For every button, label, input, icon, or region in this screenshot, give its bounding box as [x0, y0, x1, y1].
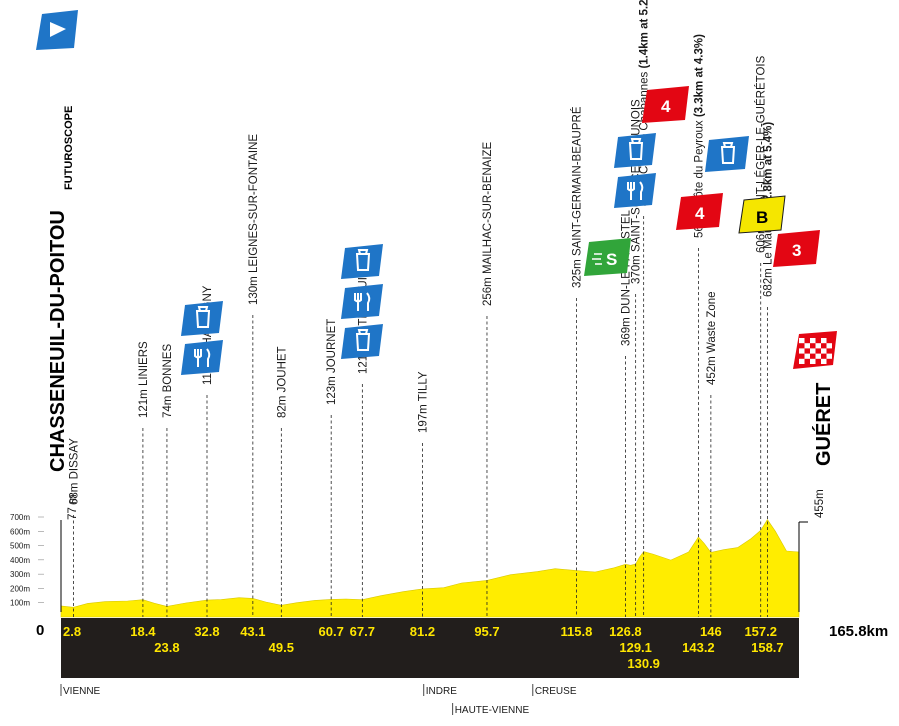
- altitude-tick-label: 600m: [10, 527, 30, 536]
- altitude-tick-label: 100m: [10, 599, 30, 608]
- climb-category: 3: [792, 241, 801, 260]
- fork-knife-icon: [341, 284, 383, 319]
- department-label: CREUSE: [535, 686, 577, 697]
- checker-square: [799, 358, 805, 364]
- department-label: INDRE: [426, 686, 457, 697]
- checker-square: [826, 353, 832, 359]
- point-label: 325m SAINT-GERMAIN-BEAUPRÉ: [570, 106, 583, 288]
- finish-altitude: 455m: [814, 489, 826, 518]
- km-marker: 146: [700, 624, 722, 639]
- checker-square: [799, 338, 805, 344]
- category-3-climb-maupuy: 3: [773, 230, 820, 267]
- point-label: 68m DISSAY: [68, 438, 80, 505]
- km-marker: 126.8: [609, 624, 642, 639]
- checker-square: [821, 358, 827, 364]
- km-marker: 2.8: [63, 624, 81, 639]
- checker-square: [810, 358, 816, 364]
- category-4-climb-chabannes: 4: [642, 86, 689, 123]
- start-town-suffix: FUTUROSCOPE: [63, 106, 75, 190]
- water-bottle-icon: [341, 244, 383, 279]
- checker-square: [815, 343, 821, 349]
- point-label: 130m LEIGNES-SUR-FONTAINE: [248, 134, 260, 305]
- km-marker: 130.9: [627, 656, 660, 671]
- km-marker: 157.2: [744, 624, 777, 639]
- checkered-flag-icon: [793, 331, 837, 369]
- km-marker: 129.1: [619, 640, 652, 655]
- checker-square: [826, 343, 832, 349]
- checker-square: [810, 338, 816, 344]
- fork-knife-icon: [614, 173, 656, 208]
- km-marker: 18.4: [130, 624, 156, 639]
- feed-zone-saint-sulpice: [614, 133, 656, 208]
- km-marker: 32.8: [194, 624, 219, 639]
- climb-category: 4: [695, 204, 705, 223]
- checker-square: [804, 343, 810, 349]
- altitude-axis: 700m 600m 500m 400m 300m 200m 100m: [10, 513, 44, 608]
- sprint-letter: S: [606, 250, 617, 269]
- point-label: 256m MAILHAC-SUR-BENAIZE: [482, 141, 494, 306]
- start-town-name: CHASSENEUIL-DU-POITOU: [47, 210, 69, 472]
- km-marker: 43.1: [240, 624, 265, 639]
- elevation-profile: [60, 519, 800, 618]
- point-label: 123m JOURNET: [326, 319, 338, 405]
- finish-block: 455m GUÉRET: [793, 331, 837, 612]
- altitude-tick-label: 300m: [10, 570, 30, 579]
- km-marker: 81.2: [410, 624, 435, 639]
- department-label: VIENNE: [63, 686, 101, 697]
- bonus-letter: B: [756, 208, 768, 227]
- altitude-tick-label: 700m: [10, 513, 30, 522]
- departments: VIENNE INDRE HAUTE-VIENNE CREUSE: [60, 684, 577, 716]
- km-marker: 143.2: [682, 640, 715, 655]
- department-label: HAUTE-VIENNE: [455, 705, 530, 716]
- finish-town-name: GUÉRET: [812, 383, 835, 466]
- checker-square: [810, 348, 816, 354]
- water-bottle-icon: [181, 301, 223, 336]
- bonus-point-icon: B: [738, 195, 786, 234]
- water-bottle-icon: [614, 133, 656, 168]
- checker-square: [821, 338, 827, 344]
- km-marker: 67.7: [350, 624, 375, 639]
- km-marker: 158.7: [751, 640, 784, 655]
- km-marker: 23.8: [154, 640, 179, 655]
- start-block: 77 m CHASSENEUIL-DU-POITOU FUTUROSCOPE: [36, 10, 79, 612]
- distance-band: [61, 618, 799, 678]
- altitude-tick-label: 400m: [10, 556, 30, 565]
- total-distance: 165.8km: [829, 623, 888, 640]
- altitude-tick-label: 500m: [10, 542, 30, 551]
- km-marker: 60.7: [319, 624, 344, 639]
- point-label: 452m Waste Zone: [706, 291, 718, 385]
- climb-category: 4: [661, 97, 671, 116]
- start-km: 0: [36, 622, 44, 639]
- water-bottle-icon: [341, 324, 383, 359]
- km-markers: 2.8 18.423.8 32.8 43.1 49.5 60.7 67.7 81.2 95.7 1…: [63, 624, 784, 671]
- point-label: 197m TILLY: [417, 371, 429, 433]
- fork-knife-icon: [181, 340, 223, 375]
- km-marker: 115.8: [561, 624, 593, 639]
- start-altitude: 77 m: [67, 494, 79, 520]
- checker-square: [799, 348, 805, 354]
- feed-zone-la-trimouille: [341, 244, 383, 359]
- sprint-icon: S: [584, 238, 631, 276]
- category-4-climb-peyroux: 4: [676, 193, 723, 230]
- point-label: 82m JOUHET: [276, 346, 288, 418]
- point-label: 121m LINIERS: [138, 341, 150, 418]
- checker-square: [804, 353, 810, 359]
- km-marker: 49.5: [269, 640, 294, 655]
- checker-square: [815, 353, 821, 359]
- km-marker: 95.7: [474, 624, 499, 639]
- altitude-tick-label: 200m: [10, 584, 30, 593]
- checker-square: [821, 348, 827, 354]
- point-label: 74m BONNES: [162, 344, 174, 418]
- waste-zone-icon: [705, 136, 749, 172]
- feed-zone-chauvigny: [181, 301, 223, 375]
- start-flag-icon: [36, 10, 78, 50]
